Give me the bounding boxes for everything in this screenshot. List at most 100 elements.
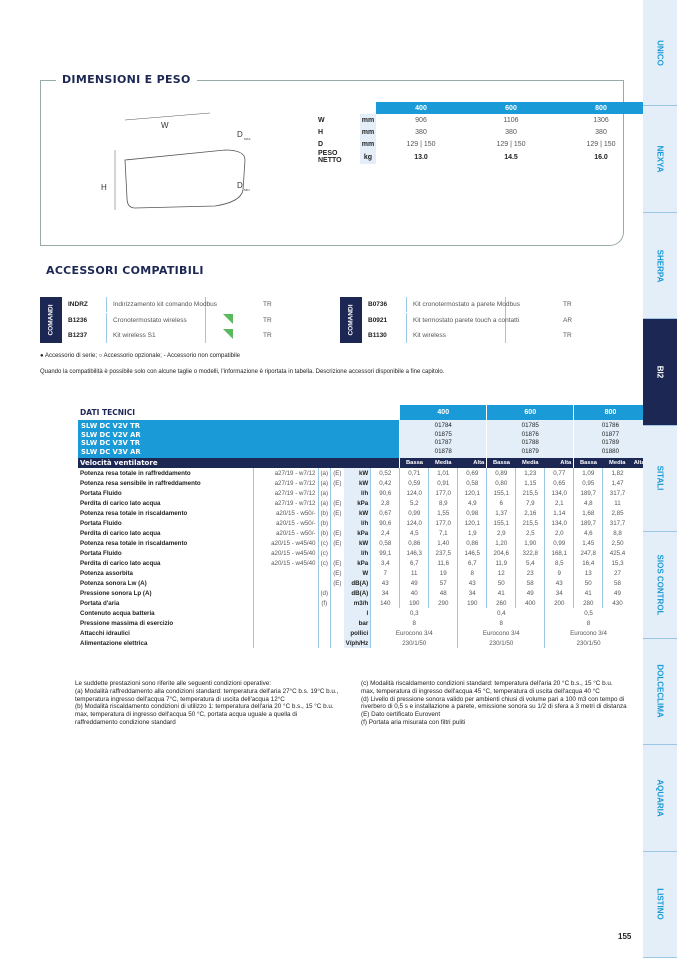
depth-min-label: D — [237, 181, 243, 190]
value-cell: 8 — [544, 618, 632, 628]
sidebar-tab-sitali[interactable]: SITALI — [643, 426, 677, 533]
section-divider — [40, 80, 624, 81]
table-row: Potenza resa totale in raffreddamento a27… — [78, 468, 647, 478]
value-cell: 5,2 — [399, 498, 429, 508]
test-condition — [252, 598, 318, 608]
dimension-unit: mm — [360, 126, 376, 138]
eurovent-mark: (E) — [330, 578, 344, 588]
accessory-code: B1130 — [368, 332, 387, 339]
sidebar-tab-sherpa[interactable]: SHERPA — [643, 213, 677, 320]
parameter-label: Potenza sonora Lw (A) — [80, 579, 147, 587]
table-row: Potenza resa totale in riscaldamento a20/… — [78, 508, 647, 518]
value-cell: 4,5 — [399, 528, 429, 538]
accessory-row: B0921 Kit termostato parete touch a conta… — [368, 312, 598, 328]
value-cell: 0,86 — [399, 538, 429, 548]
footnote-ref: (b) — [317, 528, 331, 538]
value-cell: 120,1 — [457, 518, 487, 528]
footnotes: Le suddette prestazioni sono riferite al… — [75, 680, 627, 727]
sidebar-tab-dolceclima[interactable]: DOLCECLIMA — [643, 639, 677, 746]
sidebar-tab-sios-control[interactable]: SIOS CONTROL — [643, 532, 677, 639]
unit: dB(A) — [343, 588, 371, 598]
test-condition: a27/19 - w7/12 — [252, 468, 318, 478]
sidebar-tab-bi2[interactable]: BI2 — [643, 319, 677, 426]
unit: l — [343, 608, 371, 618]
value-cell: 2,5 — [515, 528, 545, 538]
value-cell: 189,7 — [573, 518, 603, 528]
value-cell: 1,47 — [602, 478, 632, 488]
value-cell: 11 — [399, 568, 429, 578]
dimension-unit: kg — [360, 150, 376, 164]
footnote-ref: (b) — [317, 518, 331, 528]
value-cell: 2,8 — [370, 498, 400, 508]
accessories-title: ACCESSORI COMPATIBILI — [46, 264, 204, 277]
parameter-label: Potenza resa totale in riscaldamento — [80, 539, 188, 547]
parameter-label: Potenza resa totale in raffreddamento — [80, 469, 191, 477]
value-cell: 1,37 — [486, 508, 516, 518]
model-code: 01876 — [521, 430, 539, 438]
value-cell: 0,99 — [544, 538, 574, 548]
value-cell: 230/1/50 — [457, 638, 545, 648]
value-cell: 11,9 — [486, 558, 516, 568]
model-code: 01788 — [521, 439, 539, 446]
value-cell: 200 — [544, 598, 574, 608]
value-cell: 8 — [457, 618, 545, 628]
table-title: DATI TECNICI — [80, 408, 136, 417]
value-cell: 27 — [602, 568, 632, 578]
sidebar-tab-aquaria[interactable]: AQUARIA — [643, 745, 677, 852]
value-cell: 124,0 — [399, 518, 429, 528]
value-cell: 58 — [515, 578, 545, 588]
eurovent-mark — [330, 588, 344, 598]
sidebar-tab-label: DOLCECLIMA — [655, 664, 665, 719]
parameter-label: Portata d'aria — [80, 599, 120, 607]
value-cell: 400 — [515, 598, 545, 608]
unit: bar — [343, 618, 371, 628]
sidebar-tab-unico[interactable]: UNICO — [643, 0, 677, 107]
value-cell: 7,9 — [515, 498, 545, 508]
footnote-ref: (b) — [317, 508, 331, 518]
footnote-ref: (c) — [317, 538, 331, 548]
value-cell: 41 — [486, 588, 516, 598]
category-text: COMANDI — [347, 304, 355, 336]
model-name: SLW DC V2V AR — [81, 430, 141, 439]
value-cell: 0,65 — [544, 478, 574, 488]
eurovent-mark: (E) — [330, 558, 344, 568]
table-row: Contenuto acqua batteria l 0,3 0,4 0,5 — [78, 608, 647, 618]
eurovent-mark: (E) — [330, 528, 344, 538]
size-header: 600 — [486, 405, 574, 420]
sidebar-nav: UNICO NEXYA SHERPA BI2 SITALI SIOS CONTROL DOL… — [643, 0, 677, 958]
dimension-value: 129 | 150 — [586, 140, 616, 148]
dimension-label: H — [318, 128, 324, 136]
sidebar-tab-nexya[interactable]: NEXYA — [643, 106, 677, 213]
table-row: Potenza sonora Lw (A) (E) dB(A) 43 49 57 43 50 5… — [78, 578, 647, 588]
value-cell: Eurocono 3/4 — [544, 628, 632, 638]
model-code: 01880 — [601, 447, 620, 455]
footnote-ref — [317, 628, 331, 638]
value-cell: 1,82 — [602, 468, 632, 478]
sidebar-tab-label: NEXYA — [655, 145, 665, 173]
unit: l/h — [343, 488, 371, 498]
accessory-row: B1236 Cronotermostato wireless TR — [68, 312, 298, 328]
value-cell: 23 — [515, 568, 545, 578]
footnote-ref — [317, 618, 331, 628]
dimensions-title: DIMENSIONI E PESO — [56, 73, 197, 86]
value-cell: 0,80 — [486, 478, 516, 488]
footnote-ref — [317, 578, 331, 588]
value-cell: 2,9 — [486, 528, 516, 538]
value-cell: 19 — [428, 568, 458, 578]
value-cell: 155,1 — [486, 488, 516, 498]
value-cell: 1,9 — [457, 528, 487, 538]
test-condition: a20/15 - w50/- — [252, 518, 318, 528]
model-codes: 01785 01876 01788 01879 — [486, 420, 574, 458]
value-cell: 155,1 — [486, 518, 516, 528]
eurovent-mark — [330, 638, 344, 648]
accessory-row: B0736 Kit cronotermostato a parete Modbus… — [368, 297, 598, 312]
divider — [205, 297, 206, 343]
value-cell: 8,8 — [602, 528, 632, 538]
eurovent-mark — [330, 488, 344, 498]
sidebar-tab-listino[interactable]: LISTINO — [643, 852, 677, 958]
model-code: 01789 — [601, 439, 620, 446]
accessory-row: INDRZ Indirizzamento kit comando Modbus TR — [68, 297, 298, 312]
value-cell: 0,98 — [457, 508, 487, 518]
